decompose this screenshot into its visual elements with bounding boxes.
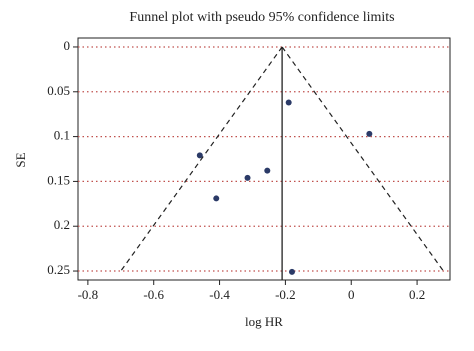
y-tick-label: 0.25	[47, 262, 70, 277]
y-tick-label: 0.1	[54, 128, 70, 143]
x-tick-label: 0	[348, 287, 355, 302]
plot-frame	[77, 37, 451, 281]
study-point	[285, 99, 292, 106]
y-tick-label: 0.15	[47, 172, 70, 187]
y-tick-label: 0	[64, 38, 71, 53]
y-tick-label: 0.2	[54, 217, 70, 232]
x-tick-label: -0.4	[209, 287, 230, 302]
x-axis-label: log HR	[245, 314, 283, 329]
study-point	[196, 152, 203, 159]
funnel-limit	[120, 46, 283, 272]
x-tick-label: -0.8	[78, 287, 99, 302]
study-point	[288, 268, 295, 275]
x-tick-label: 0.2	[409, 287, 425, 302]
x-tick-label: -0.2	[275, 287, 296, 302]
study-point	[366, 130, 373, 137]
y-tick-label: 0.05	[47, 83, 70, 98]
study-point	[264, 167, 271, 174]
chart-title: Funnel plot with pseudo 95% confidence l…	[129, 10, 394, 25]
study-point	[213, 195, 220, 202]
x-tick-label: -0.6	[143, 287, 164, 302]
y-axis-label: SE	[13, 152, 28, 167]
study-point	[244, 174, 251, 181]
funnel-limit	[281, 46, 444, 272]
